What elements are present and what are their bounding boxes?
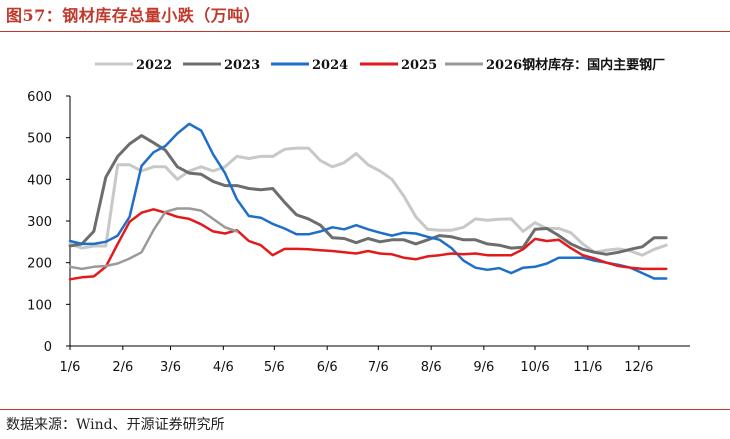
y-tick-label: 300: [27, 215, 52, 230]
legend-label-2: 2024: [312, 58, 348, 73]
y-tick-label: 100: [27, 298, 52, 313]
title-underline: [0, 31, 730, 32]
y-tick-label: 400: [27, 173, 52, 188]
series-line-0: [68, 146, 668, 257]
chart-series: [68, 122, 668, 281]
series-line-1: [68, 134, 668, 256]
legend-label-3: 2025: [401, 58, 437, 73]
chart-axes: 0 100 200 300 400 500 600 1/6 2/6 3/6 4/6 5/6 6/6 7/6…: [27, 90, 690, 375]
x-tick-label: 3/6: [160, 360, 181, 375]
legend-label-1: 2023: [224, 58, 260, 73]
x-tick-label: 11/6: [573, 360, 602, 375]
legend-label-0: 2022: [136, 58, 172, 73]
x-tick-label: 10/6: [520, 360, 549, 375]
y-tick-label: 500: [27, 132, 52, 147]
x-tick-label: 9/6: [473, 360, 494, 375]
y-tick-label: 0: [44, 340, 52, 355]
x-tick-label: 8/6: [421, 360, 442, 375]
x-tick-label: 12/6: [624, 360, 653, 375]
figure-title: 图57：钢材库存总量小跌（万吨）: [6, 6, 261, 25]
x-tick-label: 4/6: [213, 360, 234, 375]
x-tick-label: 1/6: [60, 360, 81, 375]
legend-label-4: 2026钢材库存：国内主要钢厂: [486, 57, 665, 73]
y-tick-label: 600: [27, 90, 52, 105]
chart-legend: 2022 2023 2024 2025 2026钢材库存：国内主要钢厂: [95, 57, 665, 73]
series-line-2: [68, 122, 668, 280]
x-tick-label: 5/6: [264, 360, 285, 375]
series-line-4: [68, 207, 239, 271]
x-tick-label: 7/6: [368, 360, 389, 375]
x-tick-label: 2/6: [112, 360, 133, 375]
data-source-note: 数据来源：Wind、开源证券研究所: [6, 417, 225, 433]
source-divider: [0, 409, 730, 410]
x-tick-label: 6/6: [317, 360, 338, 375]
y-tick-label: 200: [27, 257, 52, 272]
series-line-3: [68, 208, 668, 281]
